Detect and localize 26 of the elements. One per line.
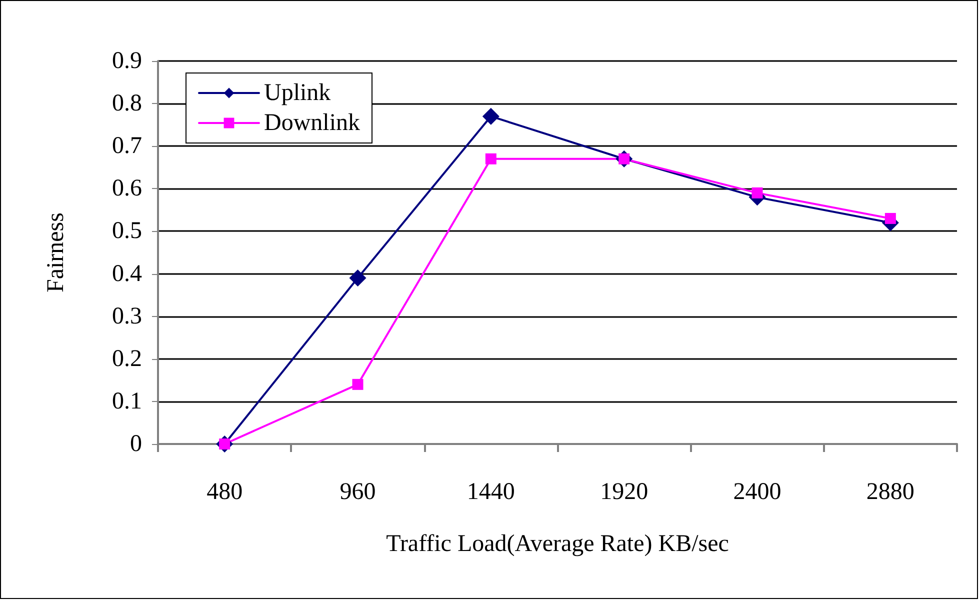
point [752,187,763,198]
y-tick-label: 0 [130,431,142,457]
x-tick-label: 1920 [600,479,648,505]
y-tick-label: 0.7 [112,133,142,160]
x-tick-label: 1440 [466,479,515,505]
y-tick-label: 0.8 [112,90,142,117]
point [352,378,364,390]
y-axis-title: Fairness [43,212,69,292]
y-tick-label: 0.9 [112,48,142,74]
y-tick-label: 0.1 [112,388,142,414]
x-tick-label: 2400 [733,479,782,505]
y-tick-label: 0.6 [112,176,142,202]
point [349,270,366,287]
legend-label: Uplink [264,80,331,106]
x-tick-label: 2880 [866,479,914,505]
x-tick-label: 960 [340,479,376,505]
legend-label: Downlink [264,110,360,136]
y-tick-label: 0.2 [112,346,142,372]
point [884,212,896,224]
x-axis-title: Traffic Load(Average Rate) KB/sec [386,531,729,557]
y-tick-label: 0.3 [112,303,142,330]
point [485,153,496,164]
y-tick-label: 0.5 [112,218,142,244]
x-tick-label: 480 [206,479,243,505]
point [482,108,500,125]
y-tick-label: 0.4 [112,260,142,287]
